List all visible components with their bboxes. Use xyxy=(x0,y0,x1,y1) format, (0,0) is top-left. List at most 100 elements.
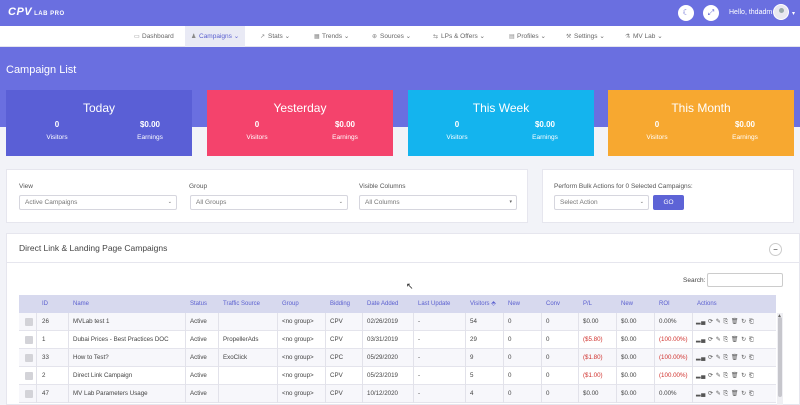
sort-icon: ⬘ xyxy=(491,301,496,307)
visible-columns-label: Visible Columns xyxy=(359,183,406,190)
scrollbar-thumb[interactable] xyxy=(778,317,782,397)
col-bidding[interactable]: Bidding xyxy=(330,301,351,307)
cell-divider xyxy=(413,313,414,331)
col-conv[interactable]: Conv xyxy=(546,301,561,307)
table-row[interactable]: 47 MV Lab Parameters Usage Active <no group… xyxy=(19,385,776,403)
col-last-update[interactable]: Last Update xyxy=(418,301,451,307)
col-name[interactable]: Name xyxy=(73,301,90,307)
cell-divider xyxy=(541,385,542,403)
cell-name[interactable]: Direct Link Campaign xyxy=(73,372,133,379)
bulk-action-select[interactable]: Select Action ⌄ xyxy=(554,195,649,210)
expand-icon[interactable]: ⤢ xyxy=(703,5,719,21)
col-date-added[interactable]: Date Added xyxy=(367,301,399,307)
col-roi[interactable]: ROI xyxy=(659,301,670,307)
table-row[interactable]: 26 MVLab test 1 Active <no group> CPV 02/26/2… xyxy=(19,313,776,331)
cell-divider xyxy=(218,349,219,367)
cell-date-added: 05/23/2019 xyxy=(367,372,398,379)
row-action-icons[interactable]: ▂▄ ⟳ ✎ ⎘ 🗑 ↻ ⎗ xyxy=(696,337,755,343)
cell-name[interactable]: MVLab test 1 xyxy=(73,318,110,325)
cell-visitors: 29 xyxy=(470,336,477,343)
table-row[interactable]: 1 Dubai Prices - Best Practices DOC Active… xyxy=(19,331,776,349)
col-pl[interactable]: P/L xyxy=(583,301,593,307)
row-checkbox[interactable] xyxy=(25,372,33,380)
moon-icon[interactable]: ☾ xyxy=(678,5,694,21)
cell-visitors: 4 xyxy=(470,390,474,397)
nav-dashboard[interactable]: ▭ Dashboard xyxy=(128,26,180,47)
cell-bidding: CPV xyxy=(330,390,343,397)
table-row[interactable]: 2 Direct Link Campaign Active <no group> CPV… xyxy=(19,367,776,385)
chevron-down-icon: ⌄ xyxy=(540,33,546,40)
nav-lps-offers[interactable]: ⇆ LPs & Offers ⌄ xyxy=(427,26,491,47)
nav-campaigns[interactable]: ♟ Campaigns ⌄ xyxy=(185,26,246,47)
row-action-icons[interactable]: ▂▄ ⟳ ✎ ⎘ 🗑 ↻ ⎗ xyxy=(696,391,755,397)
nav-settings[interactable]: ⚒ Settings ⌄ xyxy=(560,26,611,47)
group-select[interactable]: All Groups ⌄ xyxy=(190,195,348,210)
app-logo[interactable]: CPV LAB PRO xyxy=(8,6,65,18)
cell-divider xyxy=(654,367,655,385)
cell-new2: $0.00 xyxy=(621,318,637,325)
cell-status: Active xyxy=(190,318,207,325)
search-input[interactable] xyxy=(707,273,783,287)
row-checkbox[interactable] xyxy=(25,354,33,362)
cell-id: 2 xyxy=(42,372,46,379)
cell-divider xyxy=(654,331,655,349)
scroll-up-icon[interactable]: ▲ xyxy=(777,313,782,319)
col-traffic-source[interactable]: Traffic Source xyxy=(223,301,261,307)
collapse-button[interactable]: − xyxy=(769,243,782,256)
cell-visitors: 5 xyxy=(470,372,474,379)
cell-divider xyxy=(541,349,542,367)
view-select[interactable]: Active Campaigns ⌄ xyxy=(19,195,177,210)
nav-mv-lab[interactable]: ⚗ MV Lab ⌄ xyxy=(619,26,669,47)
row-checkbox[interactable] xyxy=(25,390,33,398)
cell-divider xyxy=(36,385,37,403)
nav-sources[interactable]: ⊕ Sources ⌄ xyxy=(366,26,417,47)
cell-divider xyxy=(68,349,69,367)
cell-divider xyxy=(503,313,504,331)
user-icon: ♟ xyxy=(191,34,197,40)
mouse-cursor-icon: ↖ xyxy=(406,281,414,291)
cell-conv: 0 xyxy=(546,336,550,343)
row-action-icons[interactable]: ▂▄ ⟳ ✎ ⎘ 🗑 ↻ ⎗ xyxy=(696,355,755,361)
cell-divider xyxy=(68,385,69,403)
row-checkbox[interactable] xyxy=(25,318,33,326)
stat-card-this-month: This Month 0 Visitors $0.00 Earnings xyxy=(608,90,794,156)
cell-conv: 0 xyxy=(546,354,550,361)
avatar[interactable] xyxy=(773,4,789,20)
cell-roi: (100.00%) xyxy=(659,354,688,361)
nav-trends[interactable]: ▦ Trends ⌄ xyxy=(308,26,355,47)
col-new[interactable]: New xyxy=(508,301,521,307)
nav-stats[interactable]: ↗ Stats ⌄ xyxy=(254,26,296,47)
cell-name[interactable]: How to Test? xyxy=(73,354,109,361)
user-greeting[interactable]: Hello, thdadm xyxy=(729,9,773,16)
chevron-down-icon[interactable]: ▾ xyxy=(792,11,796,17)
row-checkbox[interactable] xyxy=(25,336,33,344)
globe-icon: ⊕ xyxy=(372,34,378,40)
go-button[interactable]: GO xyxy=(653,195,684,210)
cell-divider xyxy=(616,385,617,403)
cell-divider xyxy=(277,331,278,349)
cell-group: <no group> xyxy=(282,390,314,397)
chevron-down-icon: ⌄ xyxy=(479,33,485,40)
row-action-icons[interactable]: ▂▄ ⟳ ✎ ⎘ 🗑 ↻ ⎗ xyxy=(696,319,755,325)
col-status[interactable]: Status xyxy=(190,301,208,307)
cell-name[interactable]: MV Lab Parameters Usage xyxy=(73,390,148,397)
cell-divider xyxy=(325,313,326,331)
cell-divider xyxy=(185,331,186,349)
table-row[interactable]: 33 How to Test? Active ExoClick <no group> CP… xyxy=(19,349,776,367)
col-new-earnings[interactable]: New xyxy=(621,301,634,307)
chart-icon: ↗ xyxy=(260,34,266,40)
scrollbar[interactable] xyxy=(777,313,783,405)
cell-bidding: CPV xyxy=(330,318,343,325)
nav-profiles[interactable]: ▤ Profiles ⌄ xyxy=(503,26,552,47)
col-id[interactable]: ID xyxy=(42,301,48,307)
cell-name[interactable]: Dubai Prices - Best Practices DOC xyxy=(73,336,169,343)
cell-new: 0 xyxy=(508,318,512,325)
visible-columns-select[interactable]: All Columns ▾ xyxy=(359,195,517,210)
row-action-icons[interactable]: ▂▄ ⟳ ✎ ⎘ 🗑 ↻ ⎗ xyxy=(696,373,755,379)
bulk-actions-label: Perform Bulk Actions for 0 Selected Camp… xyxy=(554,183,693,190)
col-visitors[interactable]: Visitors ⬘ xyxy=(470,301,496,307)
cell-divider xyxy=(218,313,219,331)
divider xyxy=(6,262,800,263)
cell-divider xyxy=(362,367,363,385)
col-group[interactable]: Group xyxy=(282,301,299,307)
